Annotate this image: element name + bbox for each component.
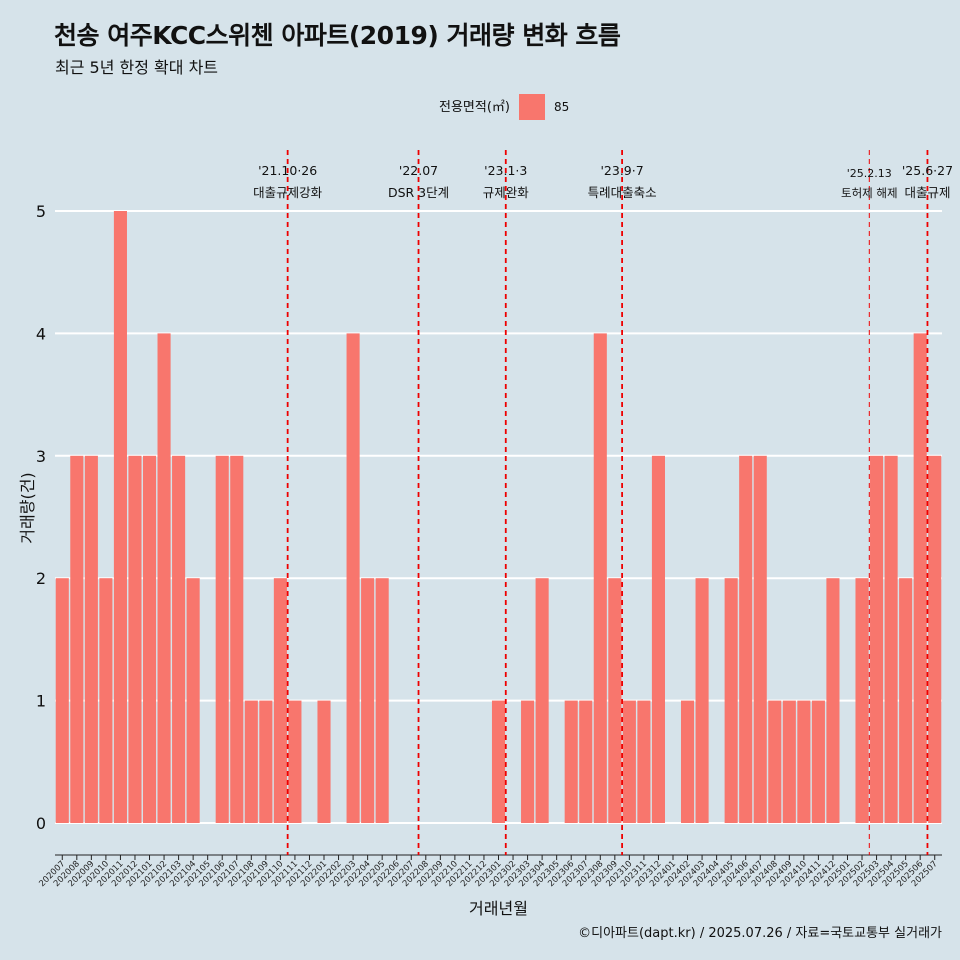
legend-swatch-85	[519, 94, 545, 120]
bar-202101	[142, 455, 157, 823]
bar-202007	[55, 578, 69, 823]
bar-202103	[172, 455, 186, 823]
bar-202503	[870, 455, 884, 823]
chart-title: 천송 여주KCC스위첸 아파트(2019) 거래량 변화 흐름	[54, 21, 621, 50]
bar-202205	[375, 578, 389, 823]
bar-202311	[637, 700, 651, 823]
event-label: DSR 3단계	[388, 185, 449, 200]
bar-202309	[608, 578, 622, 823]
bar-202108	[244, 700, 258, 823]
bar-202405	[724, 578, 738, 823]
bar-202306	[564, 700, 578, 823]
event-label: 대출규제	[904, 185, 950, 200]
bar-202412	[826, 578, 840, 823]
bar-202506	[913, 333, 927, 823]
bar-202203	[346, 333, 360, 823]
bar-202104	[186, 578, 200, 823]
bar-202502	[855, 578, 869, 823]
event-label: 토허제 해제	[841, 186, 898, 200]
bar-202409	[782, 700, 796, 823]
y-axis-title: 거래량(건)	[18, 472, 37, 543]
event-label: 특례대출축소	[588, 185, 657, 200]
bar-202406	[739, 455, 753, 823]
x-axis-title: 거래년월	[469, 899, 528, 918]
bar-202111	[288, 700, 302, 823]
bar-202301	[491, 700, 506, 823]
bar-202507	[928, 455, 942, 823]
event-label: 규제완화	[483, 185, 530, 200]
event-date-label: '21.10·26	[258, 163, 317, 178]
bar-202408	[768, 700, 782, 823]
event-date-label: '25.6·27	[902, 163, 953, 178]
y-tick-label: 4	[36, 324, 46, 343]
bar-202107	[230, 455, 244, 823]
bar-202407	[753, 455, 767, 823]
bar-202010	[99, 578, 113, 823]
bar-202106	[215, 455, 229, 823]
bar-202102	[157, 333, 171, 823]
y-tick-label: 5	[36, 202, 46, 221]
chart-subtitle: 최근 5년 한정 확대 차트	[55, 58, 219, 77]
bar-202008	[70, 455, 84, 823]
bar-202307	[579, 700, 593, 823]
event-date-label: '23.1·3	[484, 163, 527, 178]
bar-202403	[695, 578, 709, 823]
y-tick-label: 3	[36, 447, 46, 466]
chart-caption: ©디아파트(dapt.kr) / 2025.07.26 / 자료=국토교통부 실…	[578, 926, 942, 941]
y-tick-label: 2	[36, 569, 46, 588]
event-date-label: '23.9·7	[600, 163, 643, 178]
y-tick-label: 0	[36, 814, 46, 833]
bar-202504	[884, 455, 898, 823]
bar-202109	[259, 700, 273, 823]
bar-202402	[680, 700, 695, 823]
bar-202312	[651, 455, 665, 823]
legend-title: 전용면적(㎡)	[439, 100, 510, 115]
bar-202009	[84, 455, 98, 823]
event-date-label: '22.07	[399, 163, 438, 178]
bar-202310	[622, 700, 636, 823]
bar-202201	[317, 700, 331, 823]
legend-entry-85: 85	[554, 100, 569, 114]
bar-202411	[811, 700, 825, 823]
bar-202110	[273, 578, 287, 823]
event-date-label: '25.2.13	[847, 167, 892, 180]
event-label: 대출규제강화	[253, 185, 323, 200]
bar-202304	[535, 578, 549, 823]
bar-202505	[899, 578, 913, 823]
bar-202410	[797, 700, 811, 823]
bar-202204	[361, 578, 375, 823]
bar-202011	[113, 211, 127, 823]
bar-202303	[521, 700, 535, 823]
bar-202012	[128, 455, 142, 823]
bar-202308	[593, 333, 607, 823]
y-tick-label: 1	[36, 692, 46, 711]
